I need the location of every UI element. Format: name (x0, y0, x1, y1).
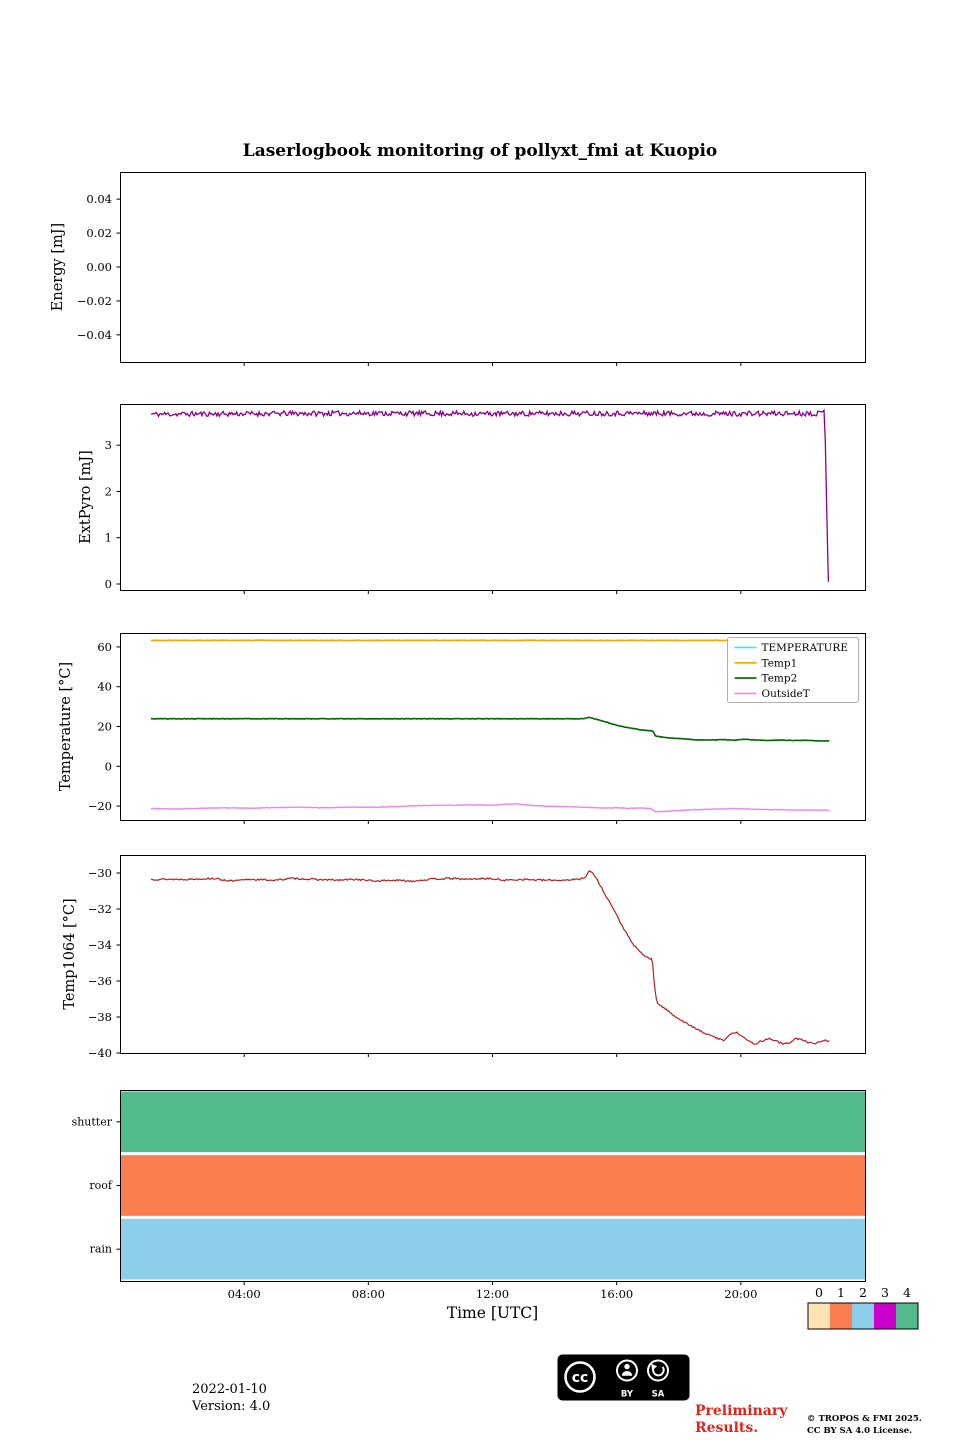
ytick-label: −34 (88, 938, 112, 952)
sa-arrow-icon (647, 1359, 669, 1382)
ylabel-extpyro: ExtPyro [mJ] (78, 450, 94, 544)
series-Temp1064 (150, 869, 830, 1045)
cc-logo-icon (564, 1361, 596, 1393)
colorbar-frame (807, 1302, 919, 1330)
subplot-status: 04:00 08:00 12:00 16:00 20:00 shutter roof rain (72, 1090, 866, 1301)
preliminary-line2: Results. (695, 1420, 759, 1436)
subplot-temperature: 60 40 20 0 −20 Temperature [°C] TEMPERATURE Tem… (58, 633, 866, 824)
colorbar-segment-0 (808, 1303, 830, 1329)
preliminary-line1: Preliminary (695, 1403, 788, 1419)
ylabel-temperature: Temperature [°C] (58, 662, 74, 791)
status-bar-shutter (121, 1091, 865, 1153)
colorbar-segment-4 (896, 1303, 918, 1329)
copyright-note: © TROPOS & FMI 2025. CC BY SA 4.0 Licens… (807, 1413, 922, 1437)
xtick-label: 12:00 (476, 1287, 509, 1301)
sa-arrow-arc-icon (652, 1366, 665, 1377)
page-title: Laserlogbook monitoring of pollyxt_fmi a… (242, 141, 718, 161)
ylabel-temp1064: Temp1064 [°C] (62, 898, 78, 1009)
xtick-label: 20:00 (724, 1287, 757, 1301)
ytick-label: −38 (88, 1010, 112, 1024)
series-OutsideT (150, 802, 830, 813)
subplot-energy: 0.04 0.02 0.00 −0.02 −0.04 Energy [mJ] (50, 172, 866, 366)
series-Temp2 (150, 716, 830, 742)
colorbar-tick-label: 4 (903, 1285, 911, 1300)
status-bar-roof (121, 1155, 865, 1216)
xtick-label: 08:00 (352, 1287, 385, 1301)
colorbar-segment-1 (830, 1303, 852, 1329)
cc-logo-text: cc (572, 1370, 589, 1386)
ytick-label: −40 (88, 1046, 112, 1060)
ytick-label: 0 (105, 759, 112, 773)
date-label: 2022-01-10 (192, 1382, 267, 1397)
xaxis-label: Time [UTC] (447, 1304, 538, 1322)
ytick-label: 0.04 (86, 192, 112, 206)
ylabel-energy: Energy [mJ] (50, 223, 66, 311)
sa-label: SA (652, 1390, 665, 1400)
series-ExtPyro (150, 408, 830, 582)
preliminary-note: Preliminary Results. (695, 1403, 787, 1437)
ytick-label: 60 (97, 640, 112, 654)
copyright-line1: © TROPOS & FMI 2025. (807, 1414, 922, 1424)
date-block: 2022-01-10 Version: 4.0 (192, 1381, 270, 1415)
legend-label-TEMPERATURE: TEMPERATURE (762, 642, 849, 654)
series-Temp1 (150, 639, 830, 642)
by-person-head-icon (624, 1363, 630, 1370)
cc-license-badge: cc BY SA (557, 1354, 690, 1401)
ytick-label: 2 (105, 484, 112, 498)
legend-label-Temp2: Temp2 (762, 673, 798, 685)
ytick-label: −0.02 (77, 294, 112, 308)
status-label-shutter: shutter (72, 1115, 113, 1128)
subplot-extpyro: 0 1 2 3 ExtPyro [mJ] (78, 404, 866, 594)
ytick-label: 1 (105, 531, 112, 545)
legend-label-Temp1: Temp1 (762, 657, 798, 669)
status-bar-rain (121, 1218, 865, 1280)
by-person-body-icon (621, 1371, 633, 1376)
version-label: Version: 4.0 (192, 1399, 271, 1414)
xtick-label: 16:00 (600, 1287, 633, 1301)
colorbar-tick-label: 0 (815, 1285, 823, 1300)
ytick-label: −20 (88, 799, 112, 813)
by-label: BY (621, 1390, 634, 1400)
ytick-label: 20 (97, 720, 112, 734)
axes-frame-energy (120, 172, 866, 363)
legend-label-OutsideT: OutsideT (762, 688, 810, 700)
axes-frame-extpyro (120, 404, 866, 591)
legend-box (727, 637, 859, 703)
ytick-label: −0.04 (77, 328, 112, 342)
by-person-icon (616, 1359, 638, 1382)
colorbar-tick-label: 1 (837, 1285, 845, 1300)
axes-frame-temp1064 (120, 855, 866, 1054)
ytick-label: −36 (88, 974, 112, 988)
ytick-label: 3 (105, 438, 112, 452)
colorbar-segment-2 (852, 1303, 874, 1329)
subplot-temp1064: −30 −32 −34 −36 −38 −40 Temp1064 [°C] (62, 855, 866, 1060)
colorbar-tick-label: 3 (881, 1285, 889, 1300)
ytick-label: −32 (88, 902, 112, 916)
ytick-label: 0 (105, 577, 112, 591)
copyright-line2: CC BY SA 4.0 License. (807, 1426, 913, 1436)
ytick-label: 40 (97, 680, 112, 694)
status-label-rain: rain (90, 1243, 112, 1256)
ytick-label: 0.00 (86, 260, 112, 274)
sa-arrowhead-icon (651, 1363, 658, 1370)
ytick-label: −30 (88, 866, 112, 880)
legend: TEMPERATURE Temp1 Temp2 OutsideT (727, 637, 859, 703)
xtick-label: 04:00 (228, 1287, 261, 1301)
status-label-roof: roof (89, 1179, 113, 1192)
colorbar-segment-3 (874, 1303, 896, 1329)
colorbar-tick-label: 2 (859, 1285, 867, 1300)
ytick-label: 0.02 (86, 226, 112, 240)
